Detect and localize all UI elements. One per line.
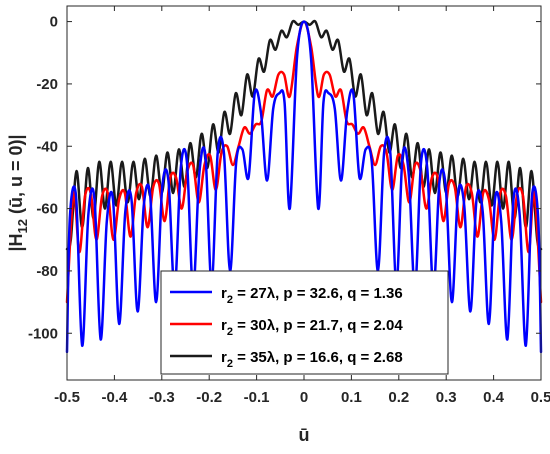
series-line-1 bbox=[65, 20, 543, 354]
y-tick-label: -40 bbox=[36, 138, 58, 155]
x-tick-label: 0 bbox=[300, 389, 308, 406]
y-tick-label: 0 bbox=[50, 14, 58, 31]
x-axis-label: ū bbox=[299, 425, 310, 445]
x-tick-label: -0.1 bbox=[244, 389, 270, 406]
legend: r2 = 27λ, p = 32.6, q = 1.36 r2 = 30λ, p … bbox=[160, 270, 449, 375]
x-tick-label: 0.4 bbox=[483, 389, 505, 406]
svg-text:|H12 (ū, u = 0)|: |H12 (ū, u = 0)| bbox=[6, 134, 30, 251]
x-tick-label: -0.2 bbox=[196, 389, 222, 406]
y-axis-label-pre: |H bbox=[6, 233, 26, 251]
x-tick-label: -0.4 bbox=[101, 389, 128, 406]
y-tick-label: -80 bbox=[36, 263, 58, 280]
x-tick-label: 0.2 bbox=[388, 389, 409, 406]
legend-label-1: r2 = 27λ, p = 32.6, q = 1.36 bbox=[221, 285, 403, 306]
ticks-layer: -0.5 -0.4 -0.3 -0.2 -0.1 0 0.1 0.2 0.3 0.4 0.5 -100… bbox=[28, 6, 550, 406]
x-tick-label: -0.5 bbox=[54, 389, 80, 406]
x-tick-label: 0.5 bbox=[531, 389, 550, 406]
y-tick-label: -20 bbox=[36, 76, 58, 93]
legend-label-3: r2 = 35λ, p = 16.6, q = 2.68 bbox=[221, 349, 403, 370]
y-tick-label: -60 bbox=[36, 201, 58, 218]
x-tick-label: 0.1 bbox=[341, 389, 362, 406]
series-layer bbox=[65, 19, 543, 354]
legend-label-2: r2 = 30λ, p = 21.7, q = 2.04 bbox=[221, 317, 403, 338]
x-tick-label: 0.3 bbox=[436, 389, 457, 406]
x-tick-label: -0.3 bbox=[149, 389, 175, 406]
y-tick-label: -100 bbox=[28, 325, 58, 342]
y-axis-label-post: (ū, u = 0)| bbox=[6, 134, 26, 219]
y-axis-label: |H12 (ū, u = 0)| bbox=[6, 134, 30, 251]
y-axis-label-sub: 12 bbox=[15, 219, 30, 233]
